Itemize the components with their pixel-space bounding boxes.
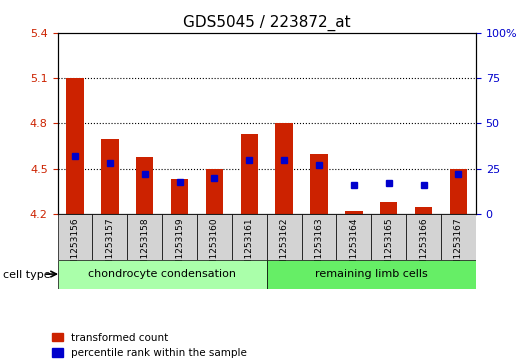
Text: GSM1253164: GSM1253164 [349,218,358,278]
Bar [302,214,336,260]
Text: GSM1253159: GSM1253159 [175,218,184,278]
Text: GSM1253165: GSM1253165 [384,218,393,278]
Bar [206,169,223,214]
Text: GSM1253156: GSM1253156 [71,218,79,278]
Text: GSM1253161: GSM1253161 [245,218,254,278]
Bar [162,214,197,260]
Bar [127,214,162,260]
Text: GSM1253163: GSM1253163 [314,218,324,278]
Bar [197,214,232,260]
Text: GSM1253160: GSM1253160 [210,218,219,278]
Bar [267,214,302,260]
Bar [310,154,328,214]
Text: chondrocyte condensation: chondrocyte condensation [88,269,236,279]
Bar [101,139,119,214]
Legend: transformed count, percentile rank within the sample: transformed count, percentile rank withi… [52,333,247,358]
Bar [380,202,397,214]
Text: remaining limb cells: remaining limb cells [315,269,428,279]
Bar [136,157,153,214]
Bar [58,260,267,289]
Bar [345,211,362,214]
Bar [171,179,188,214]
Bar [276,123,293,214]
Bar [450,169,467,214]
Bar [93,214,127,260]
Bar [336,214,371,260]
Bar [371,214,406,260]
Bar [415,207,433,214]
Text: GSM1253162: GSM1253162 [280,218,289,278]
Text: GSM1253167: GSM1253167 [454,218,463,278]
Text: GSM1253166: GSM1253166 [419,218,428,278]
Bar [232,214,267,260]
Bar [406,214,441,260]
Bar [241,134,258,214]
Bar [267,260,476,289]
Text: cell type: cell type [3,270,50,280]
Text: GSM1253158: GSM1253158 [140,218,149,278]
Bar [441,214,476,260]
Bar [58,214,93,260]
Text: GSM1253157: GSM1253157 [105,218,115,278]
Bar [66,78,84,214]
Title: GDS5045 / 223872_at: GDS5045 / 223872_at [183,15,350,31]
